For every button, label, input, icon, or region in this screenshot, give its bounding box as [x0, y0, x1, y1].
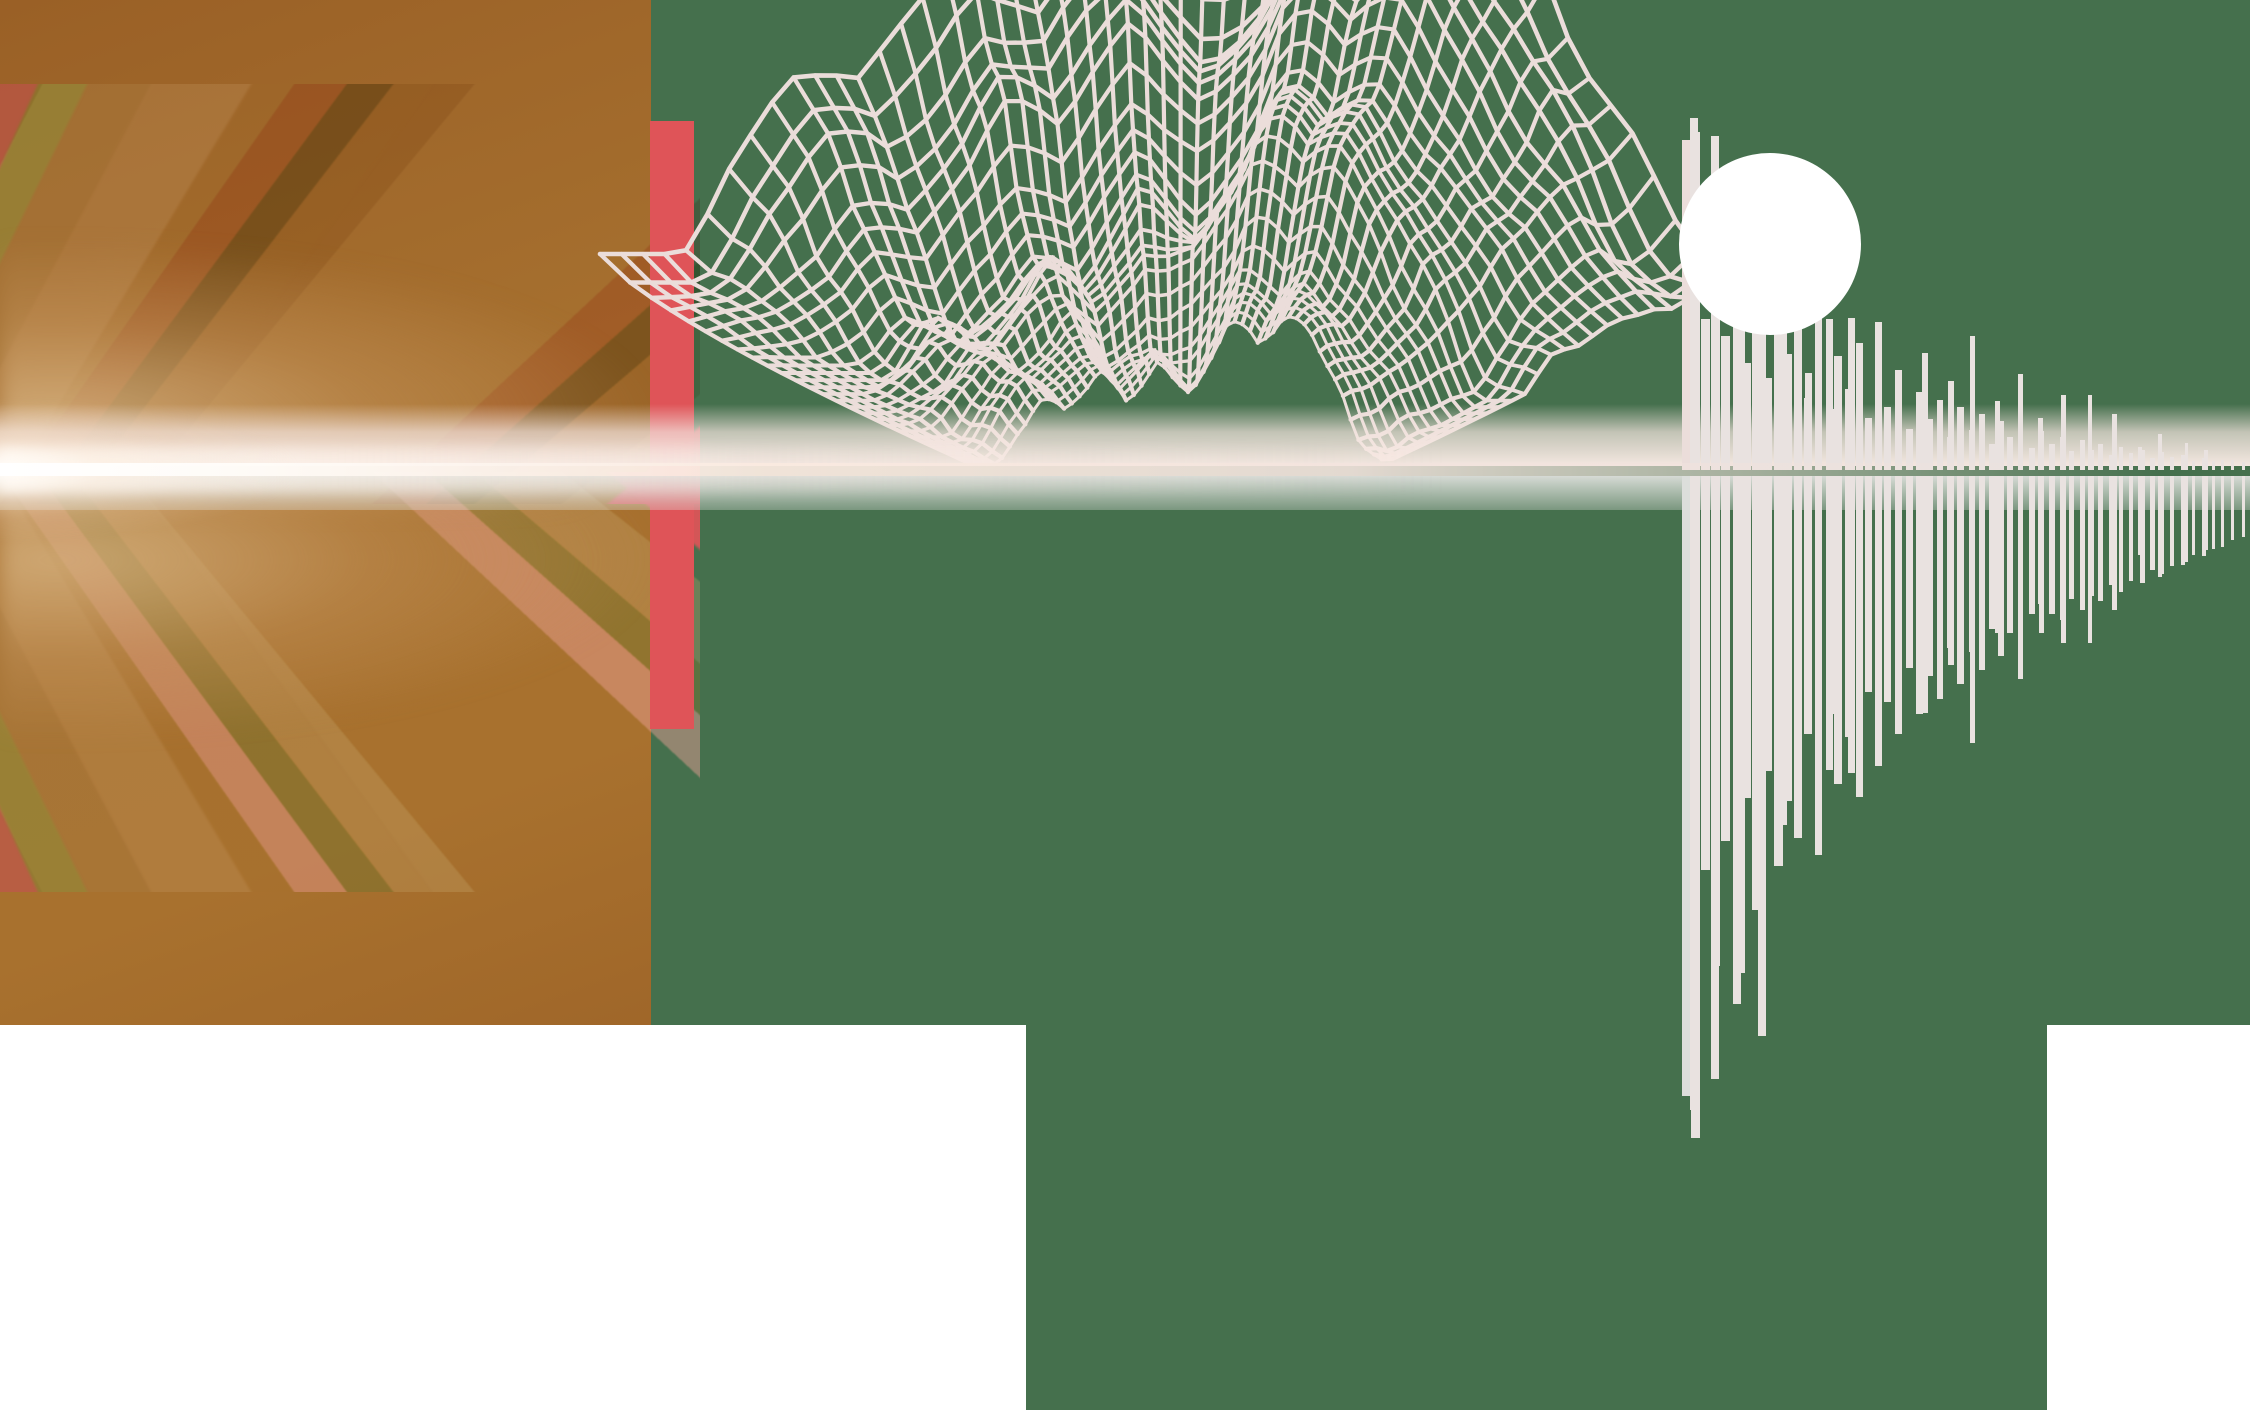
mesh-cross-line — [686, 0, 1657, 324]
white-crop-block-right — [2047, 1025, 2250, 1410]
mesh-cross-line — [649, 0, 1693, 301]
mesh-cross-line — [719, 0, 1625, 343]
horizon-line — [0, 463, 2250, 476]
mesh-depth-line — [1240, 0, 1317, 327]
mesh-cross-line — [735, 8, 1610, 352]
mesh-cross-line — [779, 83, 1567, 375]
mesh-cross-line — [834, 114, 1514, 403]
mesh-cross-line — [860, 158, 1489, 415]
mesh-cross-line — [793, 87, 1554, 383]
mesh-depth-line — [1294, 0, 1461, 321]
wireframe-terrain-reflection — [0, 474, 2250, 1410]
white-crop-block-mid — [0, 1146, 1026, 1410]
mesh-cross-line — [821, 102, 1527, 396]
mesh-cross-line — [807, 93, 1540, 390]
mesh-depth-line — [1309, 0, 1537, 337]
mesh-depth-line — [1286, 0, 1429, 319]
mesh-cross-line — [847, 134, 1502, 409]
mesh-cross-line — [668, 0, 1674, 313]
mesh-cross-line — [765, 68, 1581, 368]
mesh-depth-line — [1348, 174, 1657, 422]
mesh-depth-line — [1178, 0, 1183, 388]
mesh-lines — [597, 0, 1743, 467]
mesh-depth-line — [1317, 35, 1570, 354]
mesh-cross-line — [958, 305, 1395, 461]
mesh-depth-line — [1340, 131, 1635, 398]
mesh-depth-line — [1302, 0, 1497, 327]
sun-disc — [1679, 153, 1861, 335]
mesh-cross-line — [873, 186, 1477, 422]
mesh-cross-line — [910, 268, 1441, 439]
mesh-depth-line — [1278, 0, 1404, 324]
mesh-cross-line — [922, 281, 1429, 445]
mesh-cross-line — [898, 243, 1453, 433]
mesh-depth-line — [1325, 75, 1592, 369]
mesh-cross-line — [885, 215, 1465, 428]
mesh-depth-line — [1333, 103, 1613, 382]
mesh-cross-line — [934, 288, 1418, 450]
mesh-cross-line — [969, 315, 1384, 466]
mesh-depth-line — [1247, 0, 1337, 333]
mesh-cross-line — [627, 0, 1714, 285]
mesh-cross-line — [946, 296, 1406, 455]
mesh-cross-line — [750, 39, 1595, 360]
mesh-depth-line — [1271, 0, 1386, 335]
mesh-cross-line — [597, 0, 1743, 257]
mesh-cross-line — [703, 0, 1641, 334]
